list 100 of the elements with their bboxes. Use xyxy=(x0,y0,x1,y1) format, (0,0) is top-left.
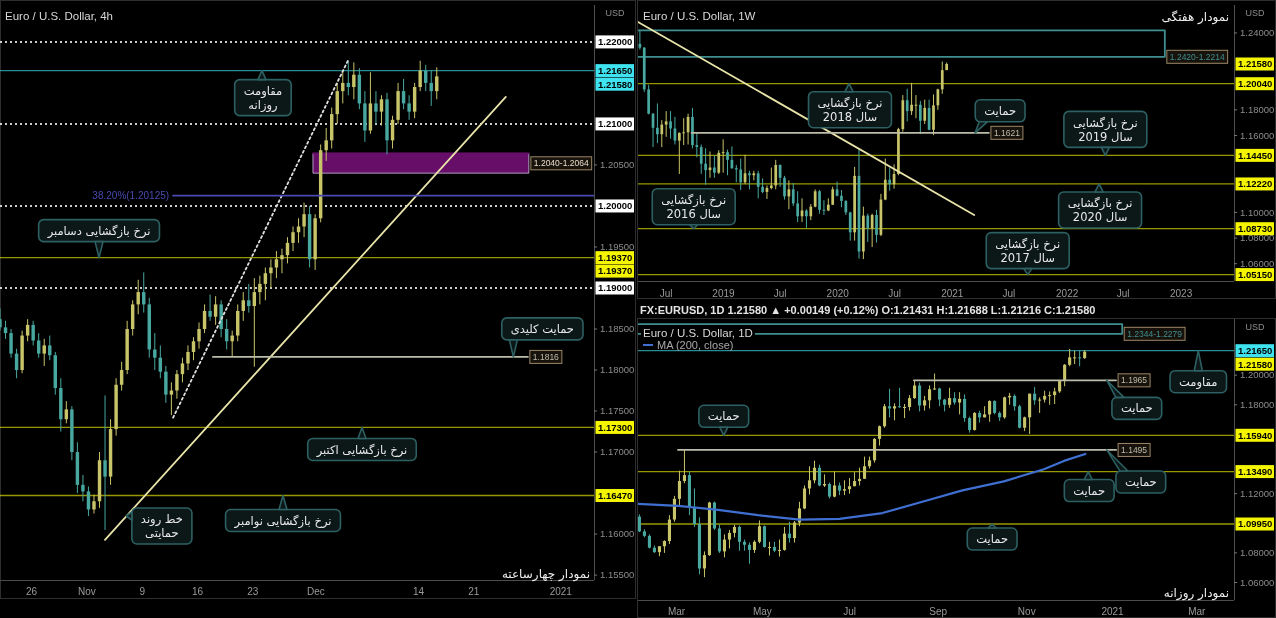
candlestick xyxy=(699,143,703,175)
candlestick xyxy=(667,514,671,545)
legend-label: MA (200, close) xyxy=(657,338,734,351)
ref-line-label: 1.21650 xyxy=(598,64,633,76)
y-tick-label: 1.18000 xyxy=(1240,104,1275,116)
y-axis-title: USD xyxy=(1245,322,1265,333)
series-label: 1.1495 xyxy=(1121,444,1148,455)
x-tick-label: Jul xyxy=(843,605,856,617)
candlestick xyxy=(903,403,907,419)
x-tick-label: Mar xyxy=(1188,605,1207,617)
annotation: حمایت کلیدی xyxy=(510,322,574,337)
candlestick xyxy=(783,175,786,201)
candlestick xyxy=(734,164,738,183)
candlestick xyxy=(848,211,852,242)
candlestick xyxy=(717,149,721,175)
candlestick xyxy=(958,391,962,415)
candlestick xyxy=(802,485,807,510)
candlestick xyxy=(669,110,672,140)
candlestick xyxy=(796,190,799,223)
candlestick xyxy=(988,399,992,423)
candlestick xyxy=(81,474,85,502)
ref-line-label: 1.12220 xyxy=(1238,178,1273,190)
annotation: حمایت xyxy=(1120,401,1153,416)
y-tick-label: 1.24000 xyxy=(1240,27,1275,39)
candlestick xyxy=(677,131,681,175)
candlestick xyxy=(374,90,378,125)
annotation: حمایت xyxy=(984,103,1017,118)
candlestick xyxy=(664,110,668,138)
candlestick xyxy=(948,387,952,409)
ref-line-label: 1.20040 xyxy=(1238,78,1273,90)
x-tick-label: 2021 xyxy=(549,585,573,597)
candlestick xyxy=(807,465,812,495)
x-tick-label: 23 xyxy=(247,585,259,597)
annotation: مقاومت روزانه xyxy=(243,83,283,113)
candlestick xyxy=(818,189,821,215)
y-tick-label: 1.16000 xyxy=(1240,129,1275,141)
ref-line-label: 1.21650 xyxy=(1238,345,1273,357)
text: 1.21580 xyxy=(598,78,633,90)
series-label: 1.1965 xyxy=(1121,375,1148,386)
ref-line-label: 1.05150 xyxy=(1238,268,1273,280)
text: 1.21580 xyxy=(1238,358,1273,370)
candlestick xyxy=(713,154,716,179)
x-tick-label: 2023 xyxy=(1169,287,1193,299)
y-tick-label: 1.06000 xyxy=(1240,576,1275,588)
candlestick xyxy=(153,332,157,371)
x-tick-label: Jul xyxy=(1116,287,1130,299)
annotation: حمایت xyxy=(1124,475,1157,490)
candlestick xyxy=(1028,393,1032,435)
x-tick-label: 2019 xyxy=(712,287,736,299)
candlestick xyxy=(898,387,902,409)
y-tick-label: 1.20500 xyxy=(600,159,635,171)
text: FX:EURUSD, 1D 1.21580 ▲ +0.00149 (+0.12%) O:1.21431 H:1.21688 L:1.21216 C:1.21580 xyxy=(640,303,1096,316)
text: نمودار هفتگی xyxy=(1161,10,1229,26)
y-tick-label: 1.17500 xyxy=(600,405,635,417)
candlestick xyxy=(656,102,659,144)
x-tick-label: 2022 xyxy=(1056,287,1079,299)
candlestick xyxy=(862,456,867,480)
series-label: 1.1621 xyxy=(993,127,1021,138)
ref-line-label: 1.22000 xyxy=(598,36,633,48)
candlestick xyxy=(407,94,411,121)
chart-title: Euro / U.S. Dollar, 1W xyxy=(643,10,756,23)
y-tick-label: 1.16000 xyxy=(600,528,635,540)
x-tick-label: 14 xyxy=(413,585,425,597)
ref-line-label: 1.21000 xyxy=(598,118,633,130)
y-tick-label: 1.17000 xyxy=(600,446,635,458)
ref-line-label: 1.14450 xyxy=(1238,149,1273,161)
candlestick xyxy=(291,225,295,252)
candlestick xyxy=(726,149,729,176)
text: نمودار چهارساعته xyxy=(501,567,590,583)
candlestick xyxy=(702,550,707,578)
candlestick xyxy=(739,158,743,191)
candlestick xyxy=(247,283,251,314)
candlestick xyxy=(1048,390,1052,406)
y-tick-label: 1.15500 xyxy=(600,569,635,581)
candlestick xyxy=(103,394,107,531)
y-tick-label: 1.06000 xyxy=(1240,258,1275,270)
candlestick xyxy=(792,520,797,544)
candlestick xyxy=(1073,350,1077,365)
candlestick xyxy=(767,541,772,557)
y-tick-label: 1.18000 xyxy=(600,364,635,376)
candlestick xyxy=(31,320,35,346)
series-label: 1.2420-1.2214 xyxy=(1169,51,1225,62)
y-tick-label: 1.18000 xyxy=(1240,399,1275,411)
x-tick-label: Mar xyxy=(667,605,686,617)
y-tick-label: 1.10000 xyxy=(1240,206,1275,218)
candlestick xyxy=(379,94,384,127)
y-axis-title: USD xyxy=(605,8,625,19)
annotation: مقاومت xyxy=(1179,374,1218,390)
candlestick xyxy=(1038,396,1042,414)
x-tick-label: 9 xyxy=(139,585,146,597)
x-tick-label: 2021 xyxy=(1101,605,1125,617)
candlestick xyxy=(692,487,697,528)
candlestick xyxy=(737,524,742,552)
candlestick xyxy=(866,213,870,243)
candlestick xyxy=(963,393,967,423)
annotation: حمایت xyxy=(707,409,740,424)
annotation: نرخ بازگشایی سال 2020 xyxy=(1067,196,1133,225)
x-tick-label: Jul xyxy=(1002,287,1016,299)
candlestick xyxy=(747,542,752,565)
candlestick xyxy=(36,332,41,359)
